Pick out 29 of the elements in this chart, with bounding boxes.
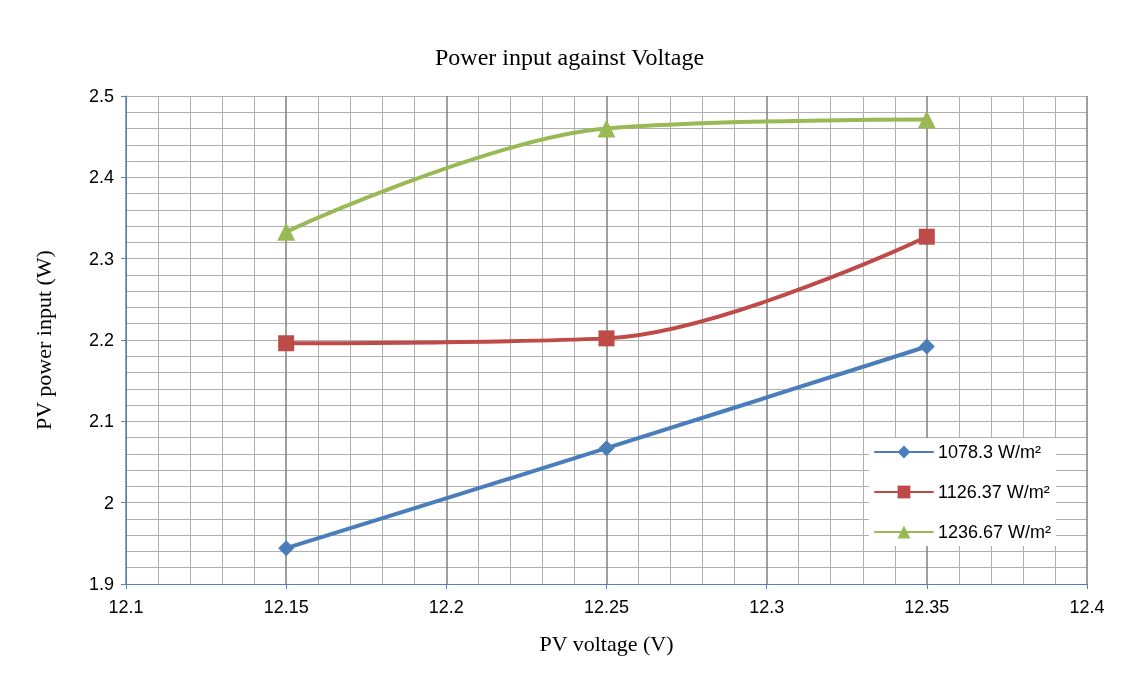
x-tick-label: 12.3 [749, 597, 785, 617]
x-tick-label: 12.4 [1069, 597, 1105, 617]
point [597, 119, 616, 138]
legend-label: 1078.3 W/m² [937, 442, 1041, 462]
legend-label: 1236.67 W/m² [937, 522, 1052, 542]
point [918, 228, 935, 245]
y-tick-label: 2 [103, 492, 114, 513]
y-axis-title: PV power input (W) [30, 250, 56, 430]
point [917, 110, 936, 129]
x-tick-label: 12.35 [904, 597, 950, 617]
x-axis-title: PV voltage (V) [539, 630, 674, 656]
point [598, 330, 615, 347]
chart-title: Power input against Voltage [434, 44, 705, 70]
y-tick-label: 1.9 [88, 574, 114, 594]
x-tick-label: 12.2 [428, 597, 464, 617]
point [277, 222, 296, 241]
point [278, 335, 295, 352]
point [918, 338, 935, 355]
y-tick-label: 2.2 [88, 330, 114, 350]
point [598, 440, 615, 457]
y-tick-label: 2.4 [88, 167, 114, 188]
y-tick-label: 2.1 [88, 411, 114, 432]
point [278, 540, 295, 557]
x-tick-label: 12.15 [263, 597, 309, 617]
x-tick-label: 12.1 [108, 597, 144, 617]
y-tick-label: 2.3 [88, 248, 114, 269]
legend-label: 1126.37 W/m² [937, 482, 1050, 502]
y-tick-label: 2.5 [88, 86, 114, 106]
x-tick-label: 12.25 [583, 597, 630, 617]
